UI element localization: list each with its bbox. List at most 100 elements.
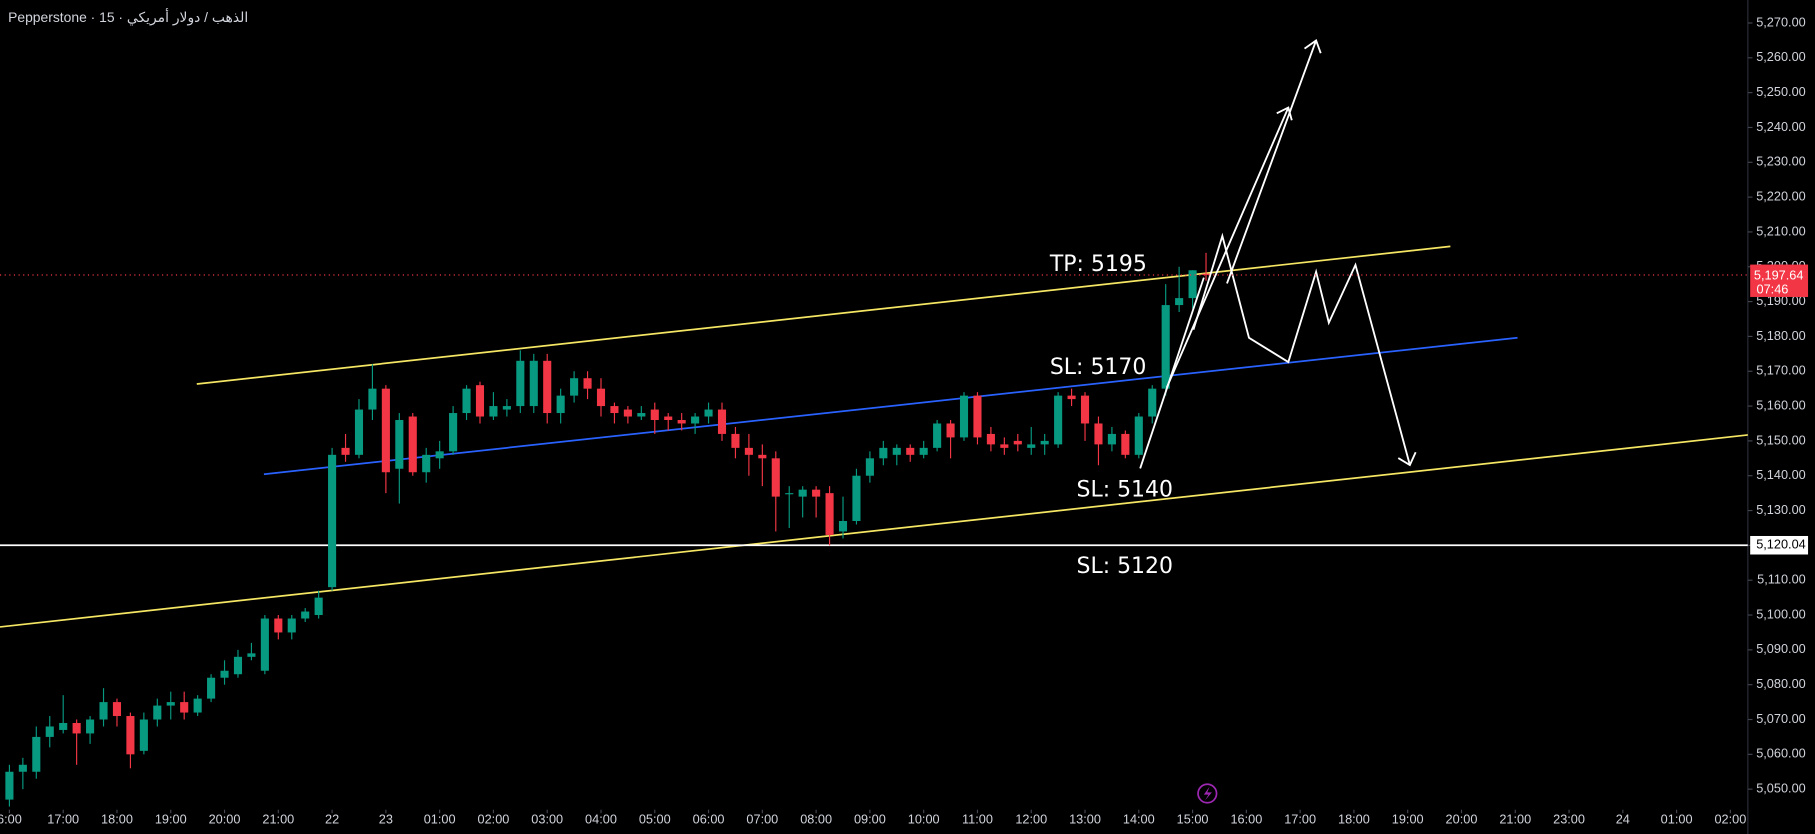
candle-body bbox=[368, 388, 377, 410]
x-tick-label: 01:00 bbox=[424, 811, 456, 826]
candle-body bbox=[865, 458, 874, 476]
candle-body bbox=[395, 420, 404, 469]
x-tick-label: 12:00 bbox=[1015, 811, 1047, 826]
y-tick-label: 5,160.00 bbox=[1756, 397, 1806, 412]
candle-body bbox=[986, 433, 995, 445]
alert-icon[interactable] bbox=[1197, 783, 1218, 804]
candle-body bbox=[798, 489, 807, 497]
candle-body bbox=[959, 395, 969, 438]
candle-body bbox=[650, 409, 659, 421]
candle-body bbox=[583, 378, 592, 389]
candle-body bbox=[72, 722, 81, 734]
candle-body bbox=[166, 702, 175, 706]
y-tick-label: 5,130.00 bbox=[1756, 502, 1806, 517]
x-tick-label: 04:00 bbox=[585, 811, 617, 826]
candle-body bbox=[785, 493, 794, 495]
candle-body bbox=[207, 677, 216, 699]
x-tick-label: 23 bbox=[379, 811, 393, 826]
candle-body bbox=[1107, 433, 1116, 445]
candle-body bbox=[274, 618, 283, 633]
candle-body bbox=[32, 736, 41, 772]
candle-body bbox=[112, 702, 122, 717]
alert-bolt bbox=[1203, 786, 1212, 801]
y-tick-label: 5,070.00 bbox=[1756, 711, 1806, 726]
channel-mid bbox=[263, 336, 1518, 476]
x-tick-label: 08:00 bbox=[800, 811, 832, 826]
candle-body bbox=[354, 409, 364, 455]
candle-body bbox=[637, 413, 646, 417]
arrow-line bbox=[1139, 277, 1205, 469]
candle-body bbox=[233, 656, 243, 675]
candle-body bbox=[758, 454, 767, 459]
candle-body bbox=[529, 360, 538, 407]
candle-body bbox=[287, 618, 296, 633]
candle-body bbox=[1000, 444, 1009, 448]
y-tick-label: 5,110.00 bbox=[1757, 572, 1806, 587]
y-tick-label: 5,220.00 bbox=[1756, 188, 1806, 203]
candle-body bbox=[489, 406, 498, 417]
candle-body bbox=[475, 385, 485, 417]
candle-body bbox=[704, 409, 713, 417]
x-tick-label: 09:00 bbox=[854, 811, 886, 826]
y-tick-label: 5,080.00 bbox=[1756, 676, 1806, 691]
candle-body bbox=[260, 618, 269, 671]
projection-arrows bbox=[1139, 39, 1417, 469]
candle-body bbox=[1013, 440, 1022, 445]
candle-body bbox=[1094, 423, 1103, 445]
y-tick-label: 5,250.00 bbox=[1756, 84, 1806, 99]
x-tick-label: 02:00 bbox=[1714, 811, 1746, 826]
candle-body bbox=[596, 388, 606, 407]
candle-body bbox=[180, 702, 189, 713]
x-tick-label: 11:00 bbox=[962, 811, 993, 826]
y-tick-label: 5,260.00 bbox=[1756, 49, 1806, 64]
x-tick-label: 20:00 bbox=[209, 811, 241, 826]
candle-body bbox=[543, 360, 552, 414]
arrow-zigzag bbox=[1192, 232, 1417, 467]
current-price-box bbox=[1750, 264, 1809, 297]
candle-body bbox=[1121, 433, 1130, 455]
candle-body bbox=[946, 423, 955, 438]
candle-body bbox=[852, 475, 861, 521]
x-tick-label: 21:00 bbox=[1499, 811, 1531, 826]
candle-body bbox=[301, 611, 310, 619]
price-box bbox=[1750, 535, 1809, 555]
annotation: SL: 5170 bbox=[1050, 355, 1147, 380]
candles bbox=[5, 252, 1211, 807]
candle-body bbox=[328, 454, 337, 588]
candle-body bbox=[812, 489, 821, 497]
candle-body bbox=[516, 360, 525, 407]
candle-body bbox=[408, 416, 417, 473]
x-tick-label: 15:00 bbox=[1177, 811, 1209, 826]
x-tick-label: 18:00 bbox=[1338, 811, 1370, 826]
candle-body bbox=[691, 416, 700, 424]
price-label: 5,120.04 bbox=[1756, 537, 1806, 552]
candle-body bbox=[1148, 388, 1157, 417]
candle-body bbox=[381, 388, 390, 473]
candle-body bbox=[570, 378, 579, 396]
candle-body bbox=[838, 520, 848, 532]
arrow-up bbox=[1165, 106, 1293, 388]
candle-body bbox=[45, 726, 54, 737]
candle-body bbox=[1027, 444, 1036, 448]
candle-body bbox=[153, 705, 162, 720]
current-price-label: 5,197.64 bbox=[1754, 268, 1804, 283]
candle-body bbox=[1067, 395, 1076, 400]
y-tick-label: 5,270.00 bbox=[1756, 14, 1806, 29]
candle-body bbox=[973, 395, 982, 438]
candle-body bbox=[1134, 416, 1143, 455]
candle-body bbox=[1161, 305, 1170, 389]
y-tick-label: 5,180.00 bbox=[1756, 328, 1806, 343]
candle-body bbox=[933, 423, 942, 448]
channel-top bbox=[196, 245, 1451, 385]
candle-body bbox=[18, 764, 27, 772]
candle-body bbox=[879, 447, 888, 459]
y-tick-label: 5,090.00 bbox=[1756, 641, 1806, 656]
candle-body bbox=[1175, 298, 1184, 306]
x-tick-label: 22 bbox=[325, 811, 339, 826]
x-tick-label: 21:00 bbox=[262, 811, 294, 826]
x-tick-label: 14:00 bbox=[1123, 811, 1155, 826]
y-tick-label: 5,210.00 bbox=[1756, 223, 1806, 238]
arrow-up bbox=[1226, 39, 1322, 284]
y-tick-label: 5,170.00 bbox=[1756, 363, 1806, 378]
